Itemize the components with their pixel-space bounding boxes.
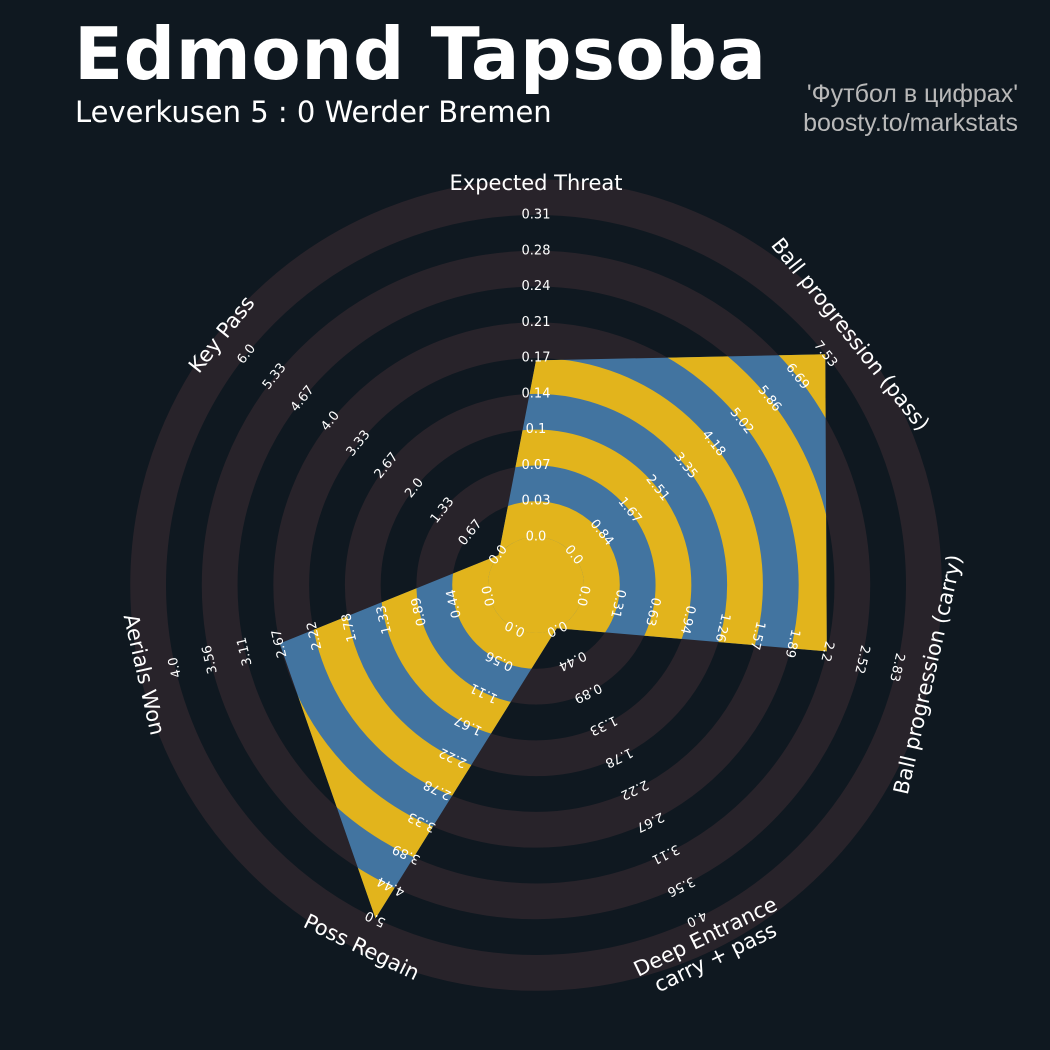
- tick-label: 0.89: [409, 596, 430, 628]
- tick-label: 0.24: [522, 279, 551, 294]
- radar-fill-band: [452, 501, 620, 669]
- tick-label: 2.52: [851, 644, 872, 676]
- tick-label: 2.83: [886, 652, 907, 684]
- page-title: Edmond Tapsoba: [74, 12, 767, 96]
- tick-label: 0.07: [522, 458, 551, 473]
- tick-label: 4.0: [166, 656, 185, 680]
- tick-label: 0.28: [522, 243, 551, 258]
- radar-center-disc: [488, 537, 584, 633]
- axis-label: Deep Entrancecarry + pass: [630, 892, 791, 1002]
- match-subtitle: Leverkusen 5 : 0 Werder Bremen: [75, 95, 552, 129]
- tick-label: 0.14: [522, 386, 551, 401]
- tick-label: 1.78: [339, 612, 360, 644]
- tick-label: 0.94: [677, 604, 698, 636]
- tick-label: 2.67: [269, 628, 290, 660]
- tick-label: 1.33: [374, 604, 395, 636]
- tick-label: 0.31: [522, 208, 551, 223]
- radar-ring-band: [130, 179, 942, 991]
- tick-label: 0.21: [522, 315, 551, 330]
- credit-line-2: boosty.to/markstats: [803, 109, 1018, 137]
- tick-label: 0.03: [522, 494, 551, 509]
- tick-label: 0.63: [642, 596, 663, 628]
- credit: 'Футбол в цифрах' boosty.to/markstats: [803, 80, 1018, 138]
- tick-label: 0.44: [444, 588, 465, 620]
- tick-label: 0.1: [526, 422, 547, 437]
- tick-label: 3.56: [200, 644, 221, 676]
- axis-label: Expected Threat: [450, 171, 623, 195]
- tick-label: 2.2: [817, 640, 836, 664]
- radar-ring-band: [201, 250, 871, 920]
- tick-label: 1.26: [712, 612, 733, 644]
- tick-label: 3.11: [234, 636, 255, 668]
- tick-label: 0.17: [522, 351, 551, 366]
- tick-label: 0.0: [480, 584, 499, 608]
- tick-label: 0.0: [573, 584, 592, 608]
- tick-label: 1.89: [782, 628, 803, 660]
- tick-label: 2.22: [304, 620, 325, 652]
- tick-label: 0.0: [526, 530, 547, 545]
- tick-label: 0.31: [607, 588, 628, 620]
- credit-line-1: 'Футбол в цифрах': [806, 80, 1018, 108]
- tick-label: 1.57: [747, 620, 768, 652]
